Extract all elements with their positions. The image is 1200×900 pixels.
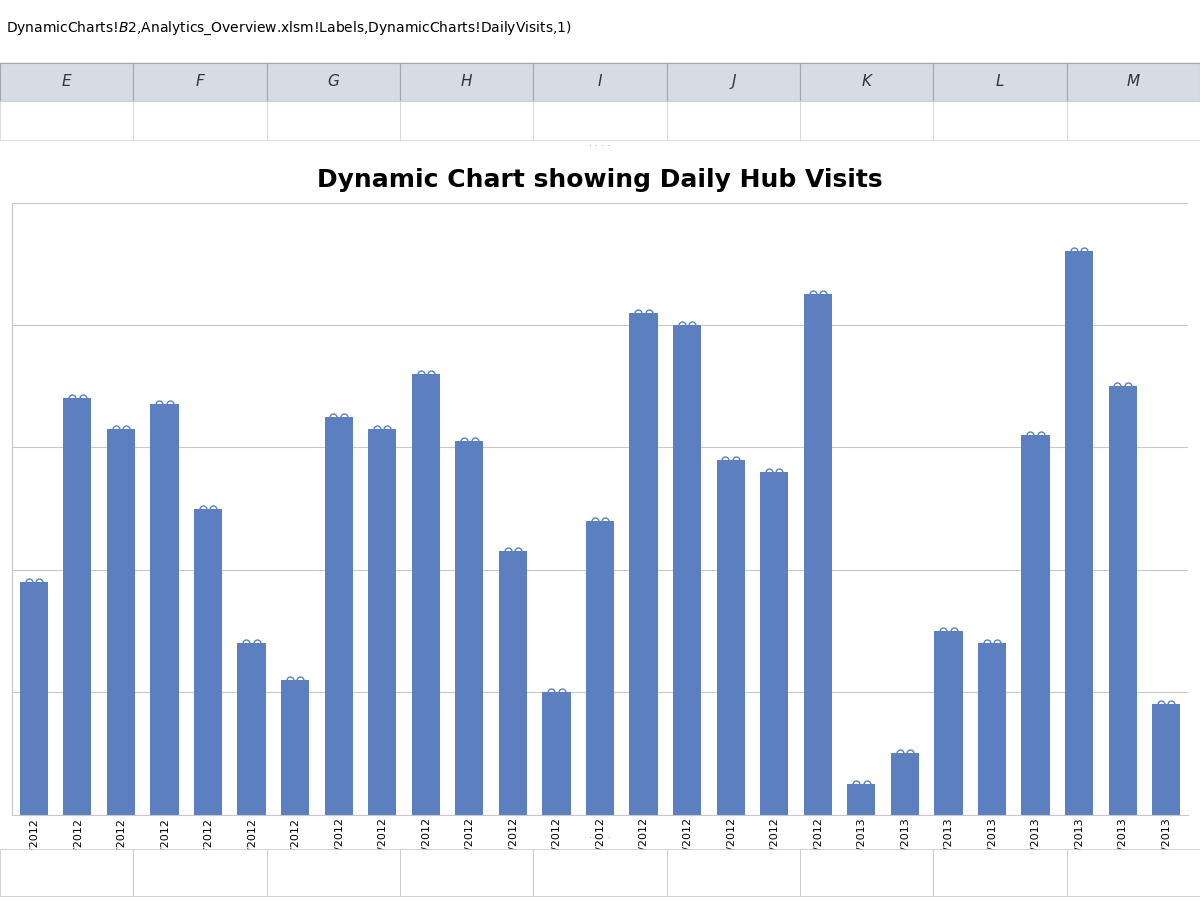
- Bar: [667, 63, 800, 101]
- Bar: [847, 784, 876, 814]
- Bar: [499, 552, 527, 814]
- Text: G: G: [328, 75, 340, 89]
- Bar: [673, 325, 701, 814]
- Bar: [716, 460, 745, 814]
- Bar: [266, 101, 400, 140]
- Bar: [412, 374, 440, 814]
- Bar: [800, 63, 934, 101]
- Text: DynamicCharts!$B$2,Analytics_Overview.xlsm!Labels,DynamicCharts!DailyVisits,1): DynamicCharts!$B$2,Analytics_Overview.xl…: [6, 20, 571, 37]
- Bar: [150, 404, 179, 814]
- Bar: [133, 849, 266, 896]
- Bar: [0, 63, 133, 101]
- Bar: [1067, 849, 1200, 896]
- Text: M: M: [1127, 75, 1140, 89]
- Text: L: L: [996, 75, 1004, 89]
- Bar: [935, 631, 962, 814]
- Bar: [934, 101, 1067, 140]
- Bar: [64, 399, 91, 814]
- Text: F: F: [196, 75, 204, 89]
- Bar: [586, 521, 614, 814]
- Bar: [978, 644, 1006, 814]
- Bar: [760, 472, 788, 814]
- Bar: [533, 63, 667, 101]
- Bar: [1109, 386, 1136, 814]
- Bar: [667, 101, 800, 140]
- Bar: [400, 849, 533, 896]
- Text: K: K: [862, 75, 871, 89]
- Bar: [800, 849, 934, 896]
- Bar: [1064, 251, 1093, 814]
- Bar: [800, 101, 934, 140]
- Bar: [107, 429, 136, 814]
- Bar: [934, 849, 1067, 896]
- Bar: [19, 582, 48, 815]
- Bar: [0, 849, 133, 896]
- Text: Dynamic Chart showing Daily Hub Visits: Dynamic Chart showing Daily Hub Visits: [317, 168, 883, 193]
- Bar: [324, 417, 353, 814]
- Bar: [0, 101, 133, 140]
- Bar: [533, 849, 667, 896]
- Bar: [281, 680, 310, 814]
- Bar: [238, 644, 265, 814]
- Bar: [629, 312, 658, 814]
- Bar: [1067, 101, 1200, 140]
- Bar: [400, 101, 533, 140]
- Bar: [533, 101, 667, 140]
- Bar: [542, 692, 571, 814]
- Bar: [1067, 63, 1200, 101]
- Text: · · · ·: · · · ·: [589, 141, 611, 151]
- Bar: [455, 441, 484, 814]
- Text: H: H: [461, 75, 473, 89]
- Text: E: E: [62, 75, 72, 89]
- Bar: [1021, 435, 1050, 814]
- Text: I: I: [598, 75, 602, 89]
- Bar: [194, 508, 222, 814]
- Bar: [934, 63, 1067, 101]
- Bar: [133, 101, 266, 140]
- Bar: [1152, 705, 1181, 814]
- Bar: [266, 849, 400, 896]
- Bar: [133, 63, 266, 101]
- Bar: [368, 429, 396, 814]
- Bar: [667, 849, 800, 896]
- Bar: [890, 753, 919, 814]
- Bar: [400, 63, 533, 101]
- Bar: [804, 294, 832, 814]
- Text: J: J: [731, 75, 736, 89]
- Text: · · · ·: · · · ·: [589, 833, 611, 843]
- Bar: [266, 63, 400, 101]
